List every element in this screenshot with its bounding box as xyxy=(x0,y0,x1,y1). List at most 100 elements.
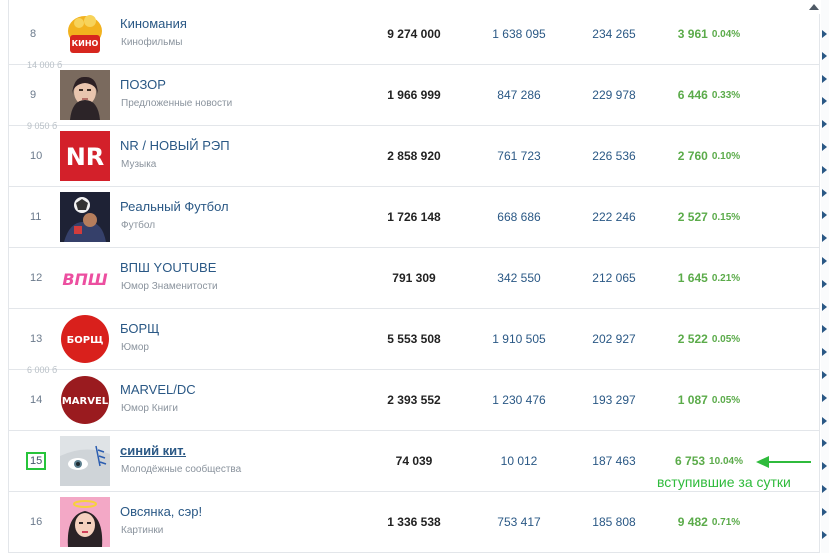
community-name[interactable]: Овсянка, сэр! xyxy=(120,504,203,519)
table-row[interactable]: 15 синий кит. Молодёжные сообщества 74 0… xyxy=(9,431,820,492)
joined-percent: 0.15% xyxy=(711,211,741,223)
table-row[interactable]: 12 ВПШ ВПШ YOUTUBE Юмор Знаменитости 791… xyxy=(9,248,820,309)
expand-arrow-icon[interactable] xyxy=(822,325,827,333)
table-row[interactable]: 9 ПОЗОР Предложенные новости 1 966 999 8… xyxy=(9,65,820,131)
expand-arrow-icon[interactable] xyxy=(822,394,827,402)
table-row[interactable]: 11 Реальный Футбол Футбол 1 726 148 668 … xyxy=(9,187,820,248)
community-name[interactable]: Реальный Футбол xyxy=(120,199,229,214)
expand-arrow-icon[interactable] xyxy=(822,166,827,174)
community-category: Кинофильмы xyxy=(121,37,183,48)
members-count: 1 966 999 xyxy=(387,88,441,102)
joined-value: 1 087 xyxy=(677,393,708,407)
community-name[interactable]: БОРЩ xyxy=(120,321,160,336)
joined-percent: 0.21% xyxy=(711,272,741,284)
expand-arrow-icon[interactable] xyxy=(822,257,827,265)
table-row[interactable]: 13 БОРЩ БОРЩ Юмор 5 553 508 1 910 505 20… xyxy=(9,309,820,375)
avatar[interactable]: БОРЩ xyxy=(60,314,110,364)
members-count: 9 274 000 xyxy=(387,27,441,41)
community-category: Юмор Книги xyxy=(121,403,178,414)
joined-value: 1 645 xyxy=(677,271,708,285)
expand-arrow-icon[interactable] xyxy=(822,417,827,425)
avatar[interactable]: ВПШ xyxy=(60,253,110,303)
visitors-count: 187 463 xyxy=(592,454,636,468)
expand-arrow-icon[interactable] xyxy=(822,531,827,539)
avatar[interactable] xyxy=(60,192,110,242)
rank-number: 8 xyxy=(30,28,37,40)
joined-percent: 0.05% xyxy=(711,394,741,406)
expand-arrow-icon[interactable] xyxy=(822,234,827,242)
table-row[interactable]: 14 MARVEL MARVEL/DC Юмор Книги 2 393 552… xyxy=(9,370,820,431)
community-name[interactable]: NR / НОВЫЙ РЭП xyxy=(120,138,230,153)
avatar[interactable] xyxy=(60,70,110,120)
community-name[interactable]: ПОЗОР xyxy=(120,77,166,92)
avatar[interactable]: NR xyxy=(60,131,110,181)
avatar[interactable]: КИНО xyxy=(60,9,110,59)
reach-count: 1 230 476 xyxy=(492,393,546,407)
avatar-logo-text: БОРЩ xyxy=(67,335,104,346)
arrow-left-icon xyxy=(756,456,811,468)
table-row[interactable]: 10 NR NR / НОВЫЙ РЭП Музыка 2 858 920 76… xyxy=(9,126,820,187)
expand-arrow-icon[interactable] xyxy=(822,485,827,493)
scroll-up-button[interactable] xyxy=(806,0,822,14)
daily-joined: 1 645 0.21% xyxy=(649,248,769,308)
table-row[interactable]: 16 Овсянка, сэр! Картинки 1 336 538 753 … xyxy=(9,492,820,553)
avatar-logo-text: КИНО xyxy=(72,39,99,48)
expand-arrow-icon[interactable] xyxy=(822,462,827,470)
community-name[interactable]: ВПШ YOUTUBE xyxy=(120,260,217,275)
rank-number-highlighted: 15 xyxy=(26,431,47,491)
expand-arrow-icon[interactable] xyxy=(822,280,827,288)
rank-number: 16 xyxy=(30,516,43,528)
expand-arrow-icon[interactable] xyxy=(822,303,827,311)
caret-up-icon xyxy=(809,4,819,10)
rank-number: 9 xyxy=(30,89,37,101)
members-count: 74 039 xyxy=(395,454,433,468)
community-name[interactable]: синий кит. xyxy=(120,443,187,458)
daily-joined: 3 961 0.04% xyxy=(649,4,769,64)
avatar[interactable] xyxy=(60,497,110,547)
visitors-count: 212 065 xyxy=(592,271,636,285)
members-count: 5 553 508 xyxy=(387,332,441,346)
avatar[interactable] xyxy=(60,436,110,486)
expand-arrow-icon[interactable] xyxy=(822,30,827,38)
expand-arrow-icon[interactable] xyxy=(822,75,827,83)
members-count: 1 726 148 xyxy=(387,210,441,224)
visitors-count: 234 265 xyxy=(592,27,636,41)
community-category: Юмор Знаменитости xyxy=(121,281,218,292)
members-count: 2 858 920 xyxy=(387,149,441,163)
avatar[interactable]: MARVEL xyxy=(60,375,110,425)
visitors-count: 202 927 xyxy=(592,332,636,346)
daily-joined: 2 527 0.15% xyxy=(649,187,769,247)
rank-number: 14 xyxy=(30,394,43,406)
joined-value: 3 961 xyxy=(677,27,708,41)
expand-arrow-icon[interactable] xyxy=(822,189,827,197)
daily-joined: 2 760 0.10% xyxy=(649,126,769,186)
community-name[interactable]: MARVEL/DC xyxy=(120,382,196,397)
members-count: 2 393 552 xyxy=(387,393,441,407)
expand-arrow-icon[interactable] xyxy=(822,97,827,105)
community-category: Предложенные новости xyxy=(121,98,233,109)
community-name[interactable]: Киномания xyxy=(120,16,187,31)
expand-arrow-icon[interactable] xyxy=(822,120,827,128)
expand-arrow-icon[interactable] xyxy=(822,211,827,219)
daily-joined: 6 753 10.04% xyxy=(649,431,769,491)
communities-table: 8 КИНО Киномания Кинофильмы 9 274 000 1 … xyxy=(8,0,820,553)
table-row[interactable]: 8 КИНО Киномания Кинофильмы 9 274 000 1 … xyxy=(9,4,820,70)
annotation-text: вступившие за сутки xyxy=(657,474,791,490)
expand-arrow-icon[interactable] xyxy=(822,143,827,151)
joined-percent: 0.71% xyxy=(711,516,741,528)
joined-percent: 10.04% xyxy=(709,455,743,467)
rank-highlight-box: 15 xyxy=(26,452,47,470)
expand-arrow-icon[interactable] xyxy=(822,52,827,60)
expand-arrow-icon[interactable] xyxy=(822,371,827,379)
rank-number: 12 xyxy=(30,272,43,284)
expand-arrow-icon[interactable] xyxy=(822,348,827,356)
reach-count: 668 686 xyxy=(497,210,541,224)
expand-arrow-icon[interactable] xyxy=(822,508,827,516)
visitors-count: 185 808 xyxy=(592,515,636,529)
daily-joined: 1 087 0.05% xyxy=(649,370,769,430)
daily-joined: 2 522 0.05% xyxy=(649,309,769,369)
joined-percent: 0.05% xyxy=(711,333,741,345)
avatar-logo-text: ВПШ xyxy=(62,270,108,289)
expand-arrow-icon[interactable] xyxy=(822,439,827,447)
faint-text: 6 000 б xyxy=(27,365,58,375)
